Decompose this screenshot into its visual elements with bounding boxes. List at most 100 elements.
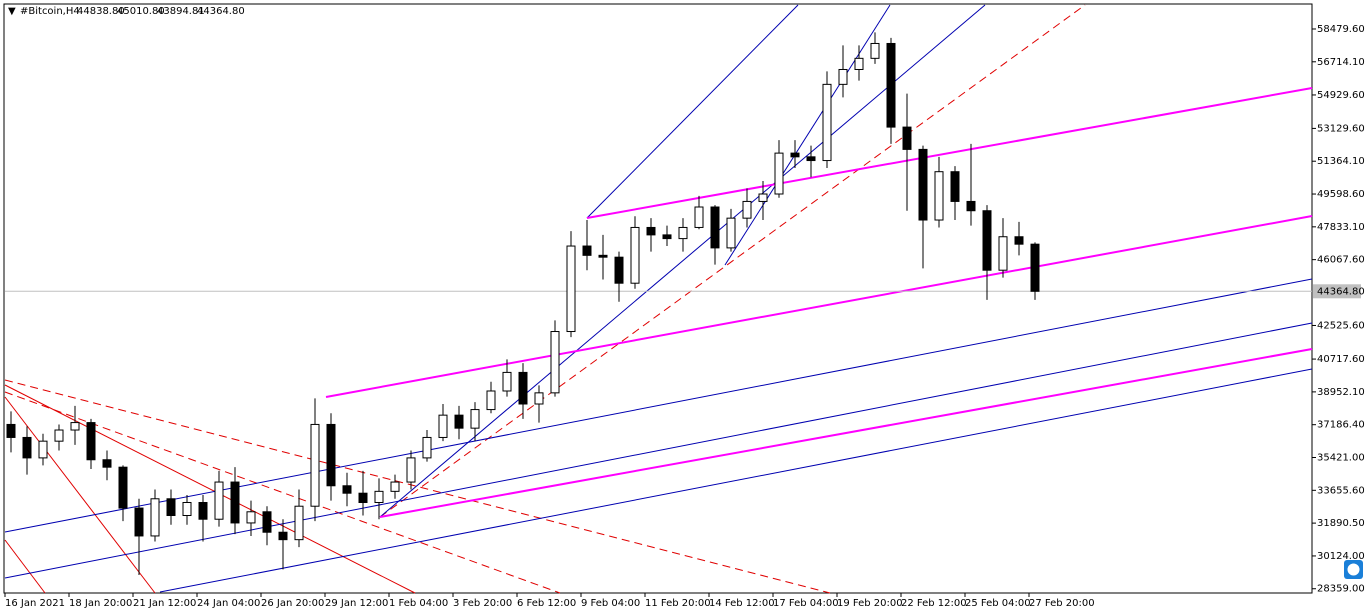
y-tick-label: 30124.00 [1317,551,1365,562]
candle-body [950,171,960,202]
y-tick-label: 31890.50 [1317,518,1365,529]
y-tick-label: 33655.60 [1317,485,1365,496]
candle-body [6,423,16,438]
candle-body [566,245,576,333]
candle-body [390,481,400,492]
menu-arrow[interactable]: ▼ [8,6,16,17]
candle-body [230,481,240,524]
candle-body [518,371,528,405]
candle-body [326,423,336,487]
y-tick-label: 46067.60 [1317,255,1365,266]
trend-line [4,396,156,594]
y-tick-label: 47833.10 [1317,222,1365,233]
candle-body [550,331,560,394]
candle-body [22,436,32,459]
y-tick-label: 51364.10 [1317,156,1365,167]
y-tick-label: 35421.00 [1317,453,1365,464]
trend-line [379,4,1086,518]
trend-line [4,391,561,594]
header-high: 45010.80 [117,6,165,17]
candle-body [502,371,512,392]
candle-body [374,490,384,503]
y-tick-label: 38952.10 [1317,387,1365,398]
candle-body [182,501,192,517]
candle-body [694,206,704,228]
candle-body [198,501,208,520]
candle-body [118,466,128,509]
last-price-box [1313,284,1361,299]
x-tick-label: 27 Feb 20:00 [1029,598,1095,609]
x-tick-label: 16 Jan 2021 [5,598,65,609]
candle-body [86,422,96,461]
candle-body [646,226,656,236]
candle-body [886,42,896,128]
candle-body [758,193,768,202]
candle-body [134,507,144,537]
y-tick-label: 37186.40 [1317,420,1365,431]
candle-body [934,171,944,221]
trend-line [724,4,891,266]
header-open: 44838.80 [77,6,125,17]
candle-body [998,236,1008,271]
candle-body [310,423,320,507]
header-close: 44364.80 [197,6,245,17]
last-price-label: 44364.80 [1317,286,1365,297]
x-tick-label: 18 Jan 20:00 [69,598,132,609]
x-tick-label: 11 Feb 20:00 [645,598,711,609]
candle-body [54,429,64,442]
candle-body [102,459,112,468]
trend-line [379,4,986,518]
x-tick-label: 1 Feb 04:00 [389,598,448,609]
y-tick-label: 53129.60 [1317,123,1365,134]
x-tick-label: 9 Feb 04:00 [581,598,640,609]
candle-body [614,256,624,284]
candle-body [774,152,784,195]
candle-body [454,414,464,429]
x-tick-label: 29 Jan 12:00 [325,598,388,609]
y-tick-label: 42525.60 [1317,320,1365,331]
candle-body [262,511,272,533]
candle-body [214,481,224,520]
trend-line [586,87,1313,219]
candle-body [422,436,432,459]
candle-body [662,234,672,240]
x-tick-label: 6 Feb 12:00 [517,598,576,609]
candle-body [358,492,368,503]
x-tick-label: 24 Jan 04:00 [197,598,260,609]
trend-line [4,539,46,594]
y-tick-label: 58479.60 [1317,24,1365,35]
x-tick-label: 22 Feb 12:00 [901,598,967,609]
app-icon-glyph [1347,563,1360,576]
candle-body [534,392,544,405]
candle-body [982,210,992,271]
candle-body [486,390,496,411]
candle-body [150,498,160,537]
candle-body [678,226,688,240]
candle-body [294,505,304,541]
trend-line [379,348,1313,518]
candle-body [918,148,928,221]
header-low: 43894.81 [157,6,205,17]
trend-line [4,322,1313,579]
trend-line [159,368,1313,593]
plot-frame [3,3,1313,594]
candle-body [790,152,800,158]
y-tick-label: 49598.60 [1317,189,1365,200]
x-tick-label: 3 Feb 20:00 [453,598,512,609]
candle-body [726,217,736,249]
x-tick-label: 21 Jan 12:00 [133,598,196,609]
candle-body [710,206,720,249]
candle-body [470,409,480,429]
candle-body [1014,236,1024,245]
candle-body [278,531,288,541]
candle-body [838,68,848,85]
y-tick-label: 28359.00 [1317,584,1365,595]
x-tick-label: 25 Feb 04:00 [965,598,1031,609]
candle-body [582,245,592,256]
x-tick-label: 14 Feb 12:00 [709,598,775,609]
candle-body [630,226,640,284]
candle-body [246,511,256,524]
candle-body [902,126,912,150]
